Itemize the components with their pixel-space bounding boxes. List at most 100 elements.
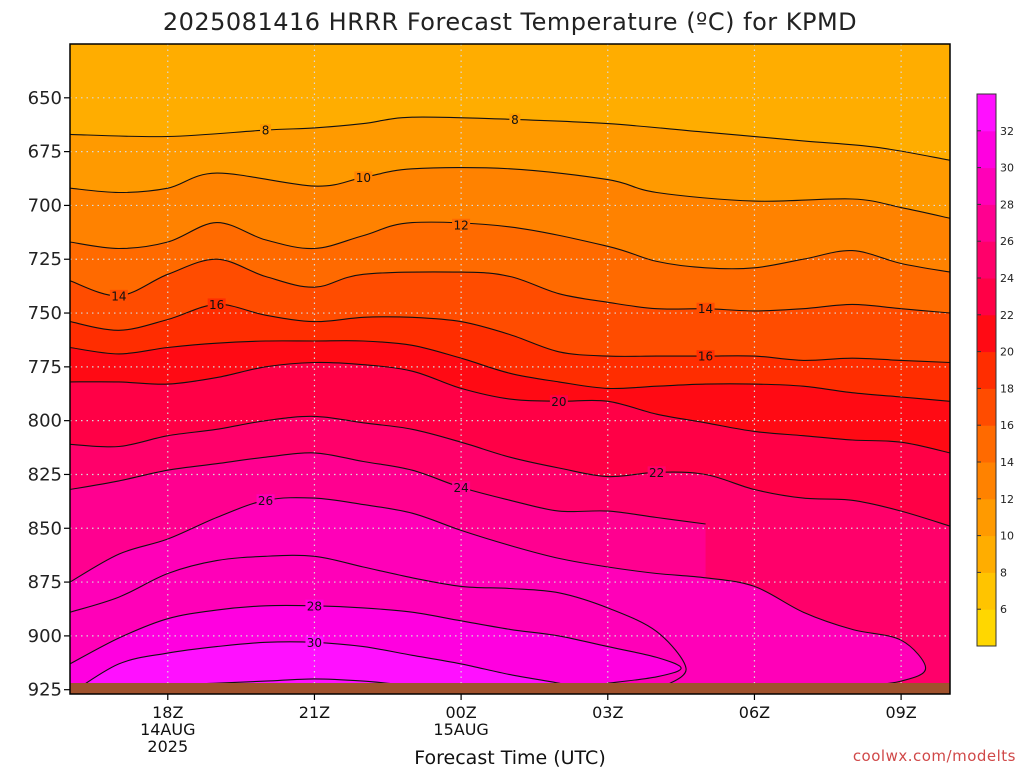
x-tick-label-11-0: 03Z	[592, 703, 623, 722]
y-tick-label-650: 650	[28, 88, 62, 109]
x-tick-label-2-1: 14AUG	[140, 720, 195, 739]
x-tick-label-2-0: 18Z	[152, 703, 183, 722]
contour-label-14: 14	[698, 302, 713, 316]
contour-label-16: 16	[209, 298, 224, 312]
colorbar-tick-label-22: 22	[1000, 309, 1014, 322]
contour-label-8: 8	[262, 124, 270, 138]
colorbar-tick-label-18: 18	[1000, 382, 1014, 395]
contour-label-bg-24	[452, 481, 471, 494]
credit-text: coolwx.com/modelts	[853, 747, 1016, 765]
colorbar-segment-9	[977, 278, 996, 316]
contour-label-28: 28	[307, 599, 322, 613]
colorbar: 6 8 10 12 14 16 18 20 22 24 26 28 30 32	[976, 93, 1014, 647]
contour-label-12: 12	[453, 218, 468, 232]
y-tick-label-675: 675	[28, 142, 62, 163]
contour-label-10: 10	[356, 171, 371, 185]
colorbar-frame	[976, 93, 997, 647]
colorbar-segment-6	[977, 388, 996, 426]
contour-line-12	[70, 221, 950, 273]
contour-label-8: 8	[511, 113, 519, 127]
contour-label-26: 26	[258, 494, 273, 508]
colorbar-segment-2	[977, 535, 996, 573]
colorbar-segment-1	[977, 572, 996, 610]
colorbar-segment-10	[977, 241, 996, 279]
y-axis: 650 675 700 725 750 775 800 825 850 875 900 925	[28, 88, 70, 701]
colorbar-segment-13	[977, 130, 996, 169]
plot-frame	[69, 43, 951, 695]
contour-labels: 8 8 10 12 14 14 16 16 20 22 24 26 28 30	[109, 113, 715, 650]
x-tick-label-8-1: 15AUG	[433, 720, 488, 739]
contour-line-24	[70, 452, 706, 525]
fill-band-13	[70, 641, 584, 694]
contour-label-bg-12	[452, 218, 471, 231]
contour-line-14	[70, 258, 950, 314]
colorbar-segment-8	[977, 314, 996, 353]
x-tick-label-2-2: 2025	[147, 737, 188, 756]
colorbar-segment-3	[977, 498, 996, 537]
colorbar-tick-label-32: 32	[1000, 125, 1014, 138]
contour-line-28	[70, 604, 682, 684]
y-tick-label-750: 750	[28, 303, 62, 324]
colorbar-segment-11	[977, 204, 996, 242]
colorbar-segment-7	[977, 351, 996, 389]
contour-label-bg-22	[647, 466, 666, 479]
plot-area: 8 8 10 12 14 14 16 16 20 22 24 26 28 30	[70, 44, 950, 694]
colorbar-tick-label-8: 8	[1000, 566, 1007, 579]
contour-label-bg-16	[696, 350, 715, 363]
contour-label-bg-30	[305, 636, 324, 649]
colorbar-tick-label-28: 28	[1000, 198, 1014, 211]
y-tick-label-800: 800	[28, 411, 62, 432]
colorbar-tick-label-10: 10	[1000, 530, 1014, 543]
x-tick-label-8-0: 00Z	[445, 703, 476, 722]
contour-line-26	[70, 497, 927, 689]
x-tick-label-14-0: 06Z	[739, 703, 770, 722]
colorbar-tick-label-30: 30	[1000, 162, 1014, 175]
contour-line-30	[70, 641, 584, 694]
contour-label-16: 16	[698, 350, 713, 364]
contour-line-20	[70, 361, 950, 454]
contour-label-bg-28	[305, 599, 324, 612]
ground-surface	[70, 683, 950, 694]
colorbar-tick-label-14: 14	[1000, 456, 1014, 469]
y-tick-label-875: 875	[28, 572, 62, 593]
contour-label-bg-8	[260, 124, 272, 137]
contour-label-bg-8	[509, 113, 521, 126]
y-tick-label-900: 900	[28, 626, 62, 647]
x-tick-label-5-0: 21Z	[299, 703, 330, 722]
y-tick-label-725: 725	[28, 249, 62, 270]
colorbar-segment-0	[977, 609, 996, 647]
x-tick-label-17-0: 09Z	[885, 703, 916, 722]
colorbar-tick-label-20: 20	[1000, 346, 1014, 359]
y-tick-label-850: 850	[28, 518, 62, 539]
contour-line-22	[70, 415, 950, 527]
colorbar-segment-14	[977, 94, 996, 132]
colorbar-tick-label-16: 16	[1000, 419, 1014, 432]
contour-label-bg-14	[109, 289, 128, 302]
contour-line-extra-10	[70, 554, 687, 686]
colorbar-segment-5	[977, 425, 996, 463]
y-tick-label-825: 825	[28, 464, 62, 485]
colorbar-tick-label-26: 26	[1000, 235, 1014, 248]
contour-label-14: 14	[111, 289, 126, 303]
contour-line-10	[70, 167, 950, 219]
contour-label-bg-26	[256, 494, 275, 507]
contour-line-8	[70, 116, 950, 161]
contour-label-bg-20	[549, 395, 568, 408]
contour-label-20: 20	[551, 395, 566, 409]
contour-line-18	[70, 340, 950, 402]
contour-label-bg-16	[207, 298, 226, 311]
contour-label-bg-10	[354, 171, 373, 184]
y-tick-label-925: 925	[28, 680, 62, 701]
contour-label-30: 30	[307, 636, 322, 650]
colorbar-tick-label-24: 24	[1000, 272, 1014, 285]
contour-label-bg-14	[696, 302, 715, 315]
colorbar-segment-4	[977, 462, 996, 500]
contour-label-24: 24	[453, 481, 468, 495]
x-axis-label: Forecast Time (UTC)	[414, 747, 605, 768]
colorbar-segment-12	[977, 167, 996, 205]
colorbar-tick-label-12: 12	[1000, 493, 1014, 506]
chart-title: 2025081416 HRRR Forecast Temperature (ºC…	[163, 8, 857, 36]
y-tick-label-775: 775	[28, 357, 62, 378]
